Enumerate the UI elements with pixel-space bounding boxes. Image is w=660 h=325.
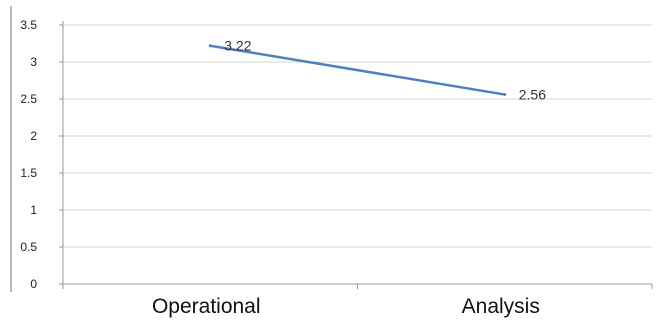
y-tick-label: 3.5 xyxy=(20,18,37,32)
gridlines xyxy=(63,24,652,248)
data-point xyxy=(208,44,212,48)
x-category-label: Analysis xyxy=(462,295,540,318)
y-tick-label: 2.5 xyxy=(20,92,37,106)
x-category-labels: Operational Analysis xyxy=(152,295,540,318)
y-tick-label: 3 xyxy=(30,55,37,69)
data-label: 3.22 xyxy=(224,38,251,54)
data-point xyxy=(503,93,507,97)
axes xyxy=(59,21,653,289)
y-tick-label: 1.5 xyxy=(20,166,37,180)
data-labels: 3.22 2.56 xyxy=(224,38,546,103)
data-label: 2.56 xyxy=(519,87,546,103)
series-layer xyxy=(208,44,507,97)
y-tick-label: 1 xyxy=(30,203,37,217)
y-tick-label: 0.5 xyxy=(20,240,37,254)
y-tick-label: 0 xyxy=(30,277,37,291)
y-tick-label: 2 xyxy=(30,129,37,143)
x-category-label: Operational xyxy=(152,295,261,318)
series-line xyxy=(209,44,506,96)
y-tick-labels: 0 0.5 1 1.5 2 2.5 3 3.5 xyxy=(20,18,37,291)
